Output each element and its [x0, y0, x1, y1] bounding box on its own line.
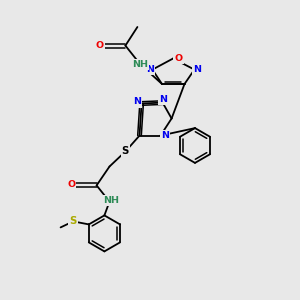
Text: O: O: [174, 54, 183, 63]
Text: O: O: [96, 41, 104, 50]
Text: N: N: [159, 94, 167, 103]
Text: NH: NH: [132, 60, 148, 69]
Text: NH: NH: [103, 196, 119, 205]
Text: S: S: [70, 216, 77, 226]
Text: O: O: [67, 180, 75, 189]
Text: N: N: [161, 131, 169, 140]
Text: N: N: [193, 65, 201, 74]
Text: N: N: [146, 65, 154, 74]
Text: N: N: [133, 98, 141, 106]
Text: S: S: [122, 146, 129, 157]
